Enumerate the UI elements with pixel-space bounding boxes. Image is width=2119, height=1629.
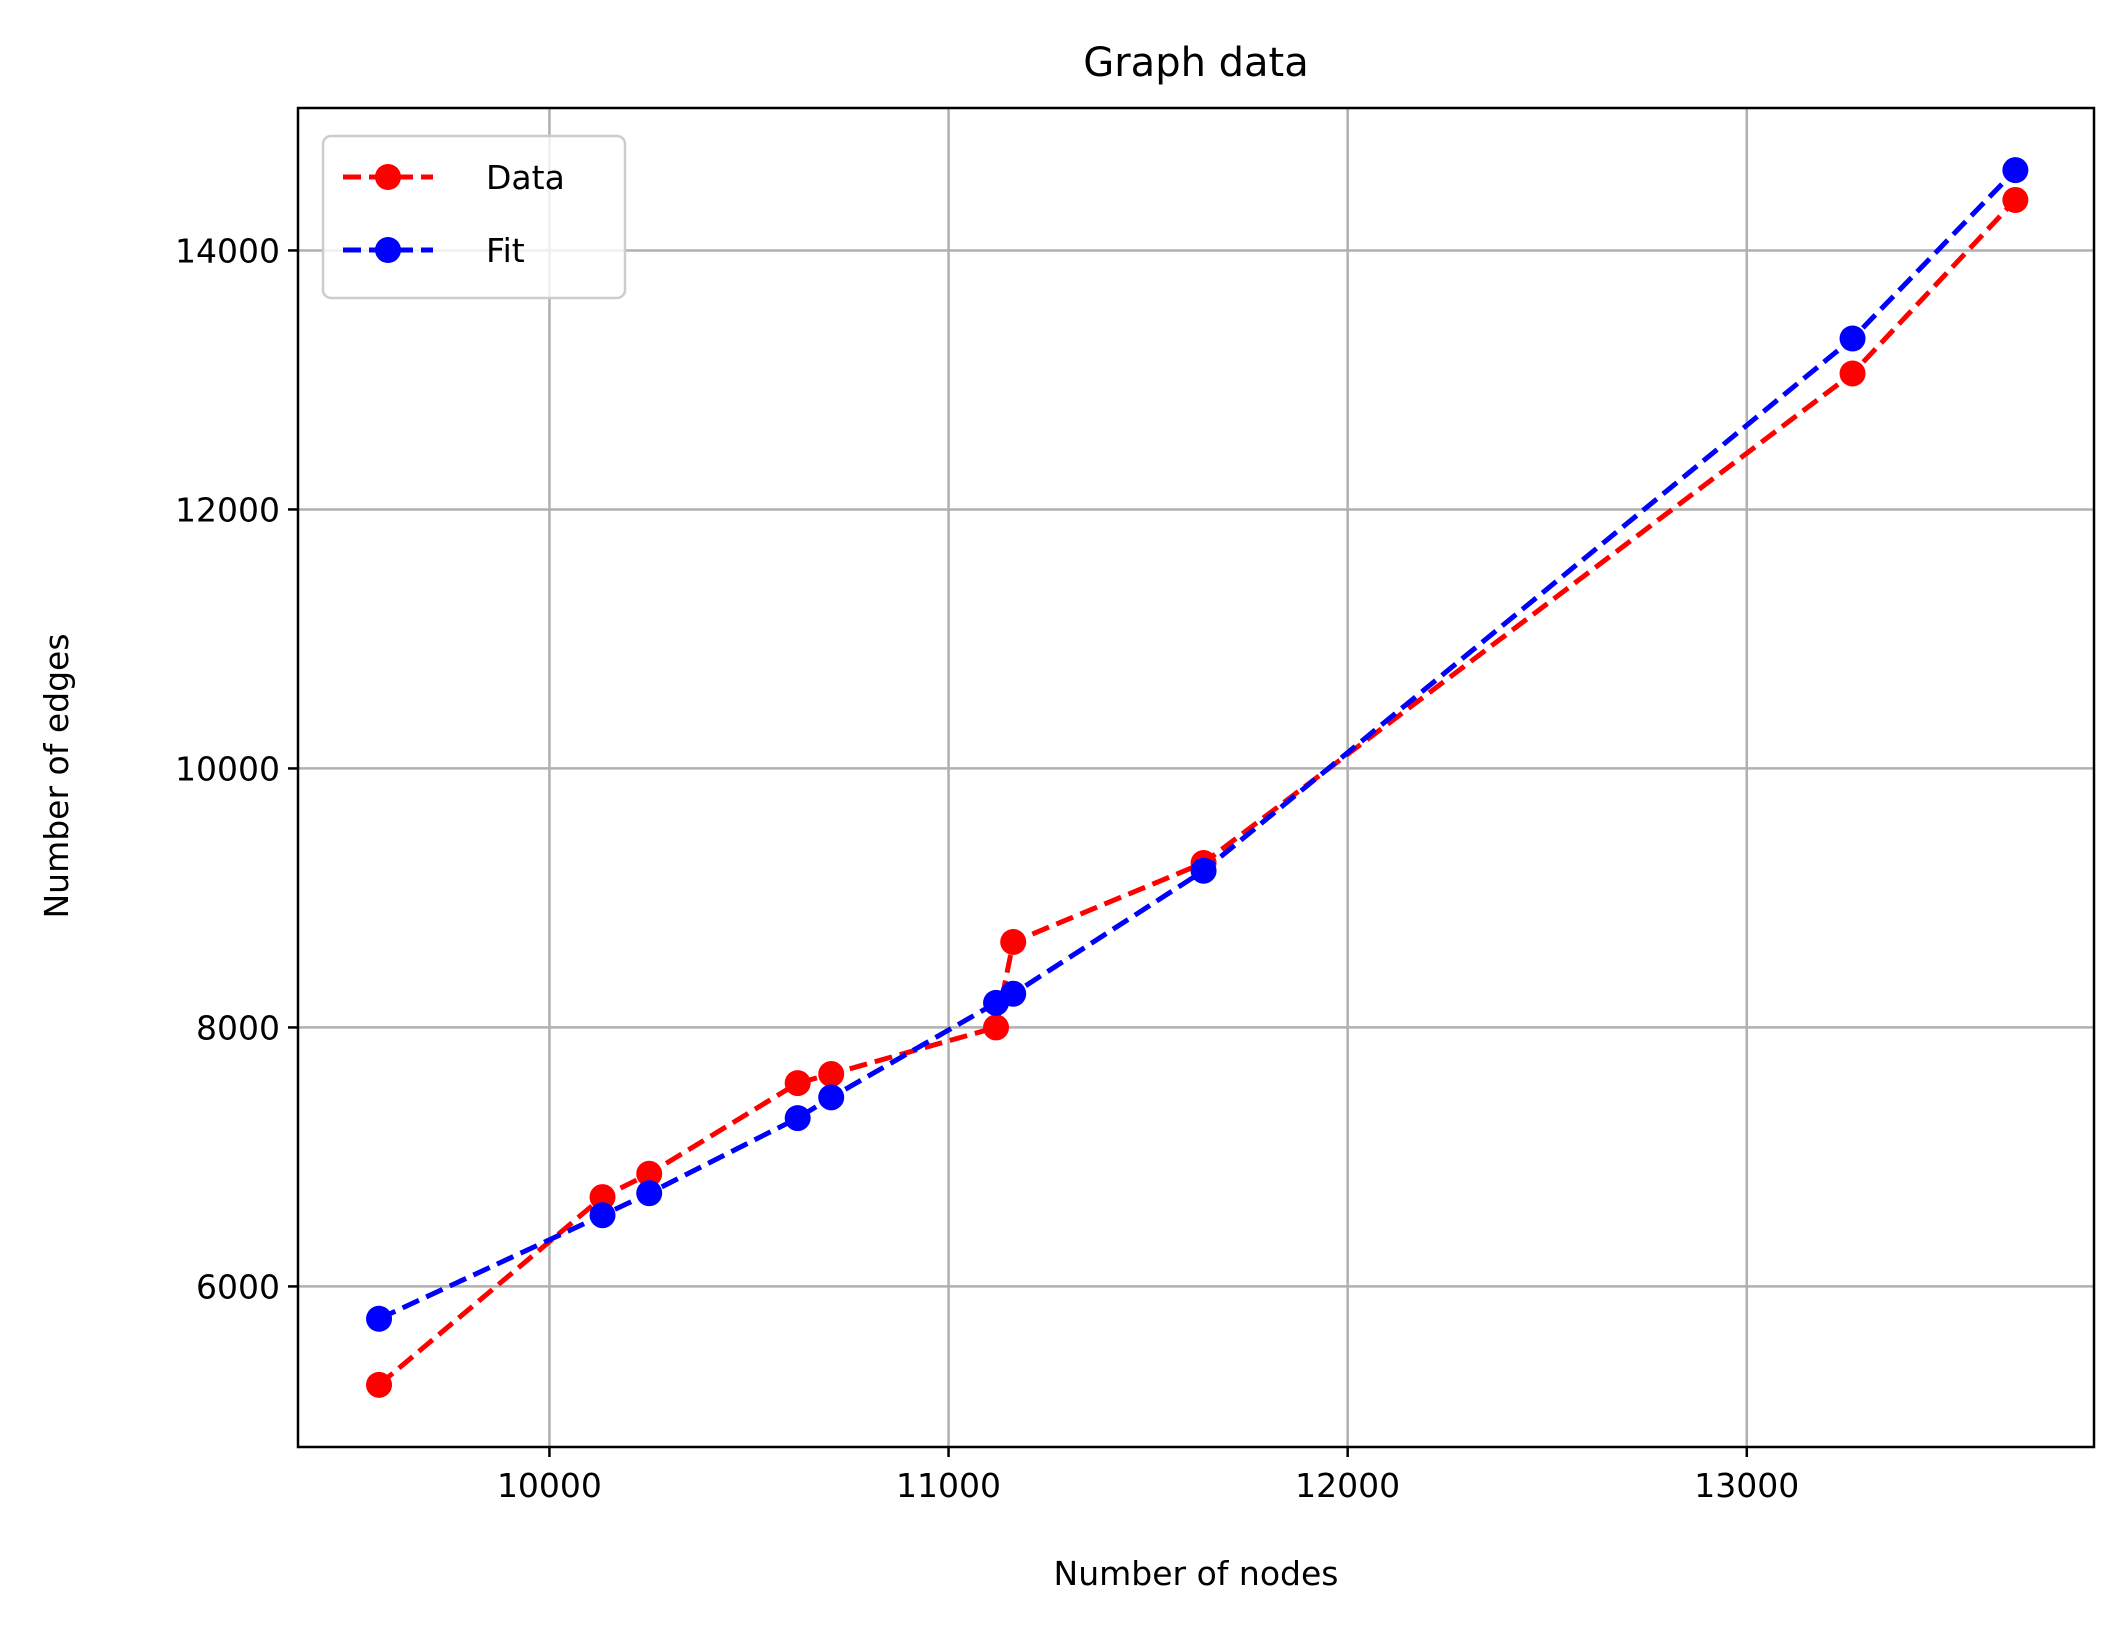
- x-tick-label: 10000: [497, 1466, 602, 1505]
- data-point-fit: [2002, 157, 2029, 184]
- legend-data-label: Data: [486, 158, 565, 197]
- x-tick-label: 11000: [896, 1466, 1001, 1505]
- data-point-data: [636, 1160, 663, 1187]
- data-point-data: [983, 1014, 1010, 1041]
- legend-fit-marker: [375, 237, 401, 263]
- plot-frame: [296, 106, 2096, 1449]
- data-point-fit: [366, 1305, 393, 1332]
- legend: Data Fit: [321, 134, 627, 300]
- y-tick-label: 12000: [175, 490, 280, 529]
- y-axis-label: Number of edges: [37, 633, 76, 918]
- x-tick-label: 13000: [1694, 1466, 1799, 1505]
- legend-box: [321, 134, 627, 300]
- data-point-data: [2002, 186, 2029, 213]
- y-tick-label: 6000: [196, 1267, 280, 1306]
- series-line-fit: [377, 168, 2018, 1322]
- data-point-data: [589, 1184, 616, 1211]
- series-layer: [366, 157, 2029, 1398]
- x-axis-label: Number of nodes: [1054, 1554, 1339, 1593]
- data-point-data: [366, 1371, 393, 1398]
- data-point-fit: [636, 1180, 663, 1207]
- legend-fit-label: Fit: [486, 231, 525, 270]
- data-point-data: [1839, 360, 1866, 387]
- data-point-data: [1000, 928, 1027, 955]
- grid-lines: [298, 108, 2094, 1447]
- x-axis-ticks: 10000 11000 12000 13000: [497, 1447, 1799, 1505]
- y-axis-ticks: 6000 8000 10000 12000 14000: [175, 231, 298, 1306]
- data-point-data: [818, 1061, 845, 1088]
- data-point-fit: [1190, 857, 1217, 884]
- y-tick-label: 10000: [175, 749, 280, 788]
- data-point-fit: [784, 1105, 811, 1132]
- data-point-fit: [589, 1202, 616, 1229]
- legend-data-marker: [375, 164, 401, 190]
- data-point-fit: [1839, 325, 1866, 352]
- data-point-fit: [1000, 980, 1027, 1007]
- y-tick-label: 8000: [196, 1008, 280, 1047]
- y-tick-label: 14000: [175, 231, 280, 270]
- data-point-data: [784, 1070, 811, 1097]
- data-point-fit: [818, 1084, 845, 1111]
- x-tick-label: 12000: [1295, 1466, 1400, 1505]
- chart-title: Graph data: [1083, 40, 1309, 86]
